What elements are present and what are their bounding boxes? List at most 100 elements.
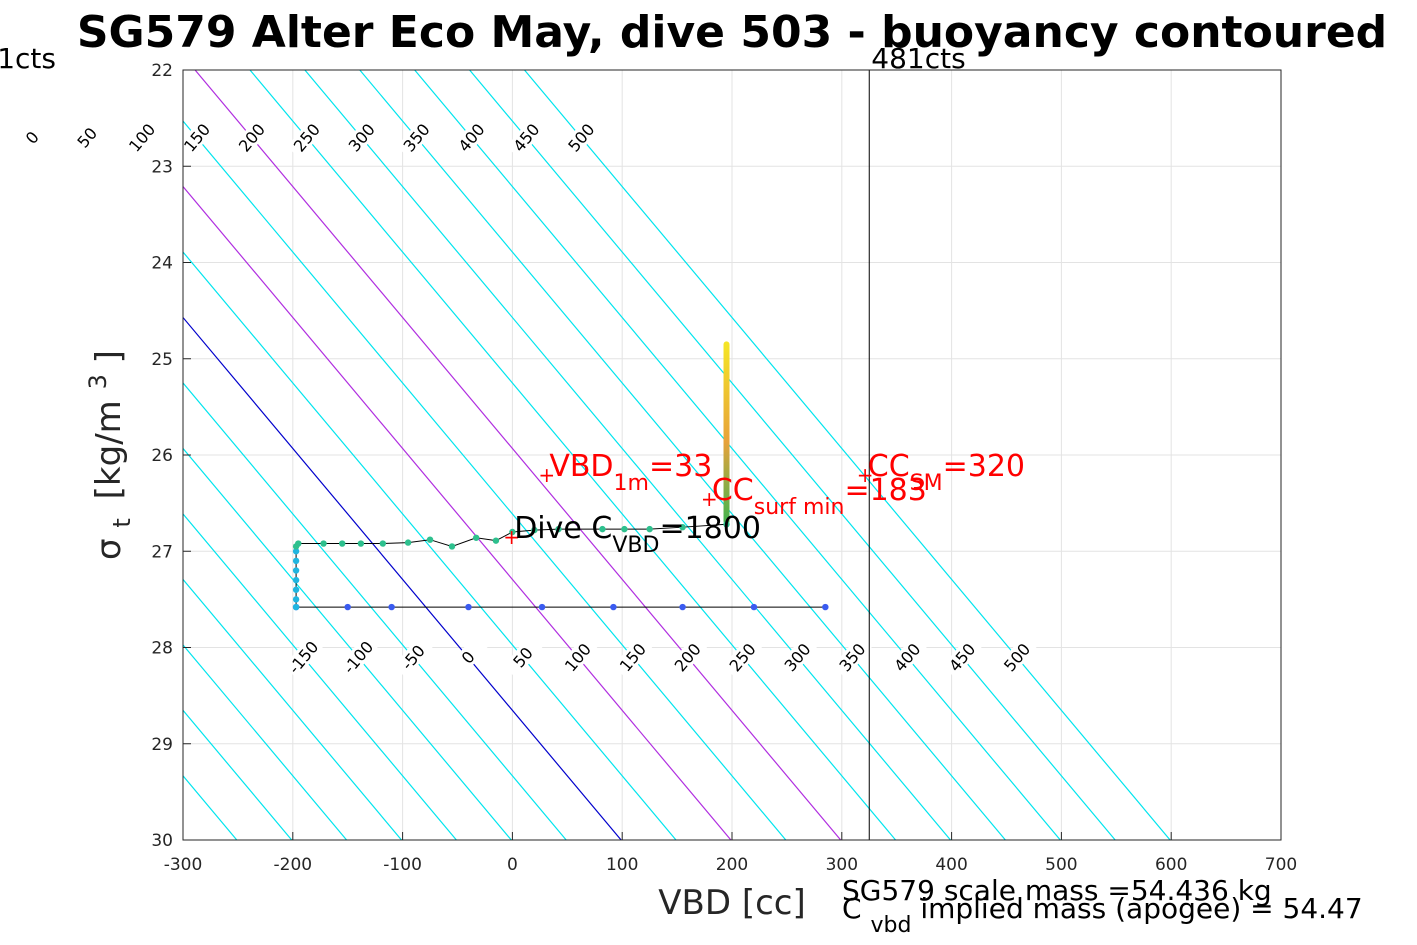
contour-label-bottom-bg [942, 636, 982, 679]
contour-line [183, 185, 732, 840]
y-tick-label: 30 [151, 831, 173, 851]
track-point-bottom-segment [292, 576, 300, 584]
cc-surf-min-text: CC [712, 473, 754, 508]
x-tick-label: 400 [935, 855, 967, 875]
y-label-sup: 3 [84, 374, 112, 389]
x-tick-label: -100 [383, 855, 422, 875]
contour-label-bottom-bg [338, 636, 378, 679]
track-point-ascent [404, 539, 412, 546]
footer-scale-mass: SG579 scale mass =54.436 kg [842, 874, 1272, 907]
contour-line [183, 643, 348, 840]
cc-sm-sub: SM [910, 471, 943, 496]
track-point-ascent [357, 540, 365, 547]
contour-line [359, 70, 1006, 840]
x-tick-label: 600 [1155, 855, 1187, 875]
dive-track [292, 341, 829, 611]
dive-cvbd-marker: + [503, 525, 520, 549]
contour-line [183, 251, 677, 840]
track-point-bottom-segment [292, 586, 300, 593]
track-point-ascent [531, 526, 538, 534]
track-point-ascent [426, 536, 434, 543]
x-axis-label: VBD [cc] [658, 883, 806, 923]
contour-label-bottom-bg [667, 636, 708, 679]
contour-line [183, 512, 457, 840]
contour-label-bottom-bg [887, 636, 927, 679]
vbd-1m-marker: + [538, 463, 555, 487]
contour-label-top-bg [396, 116, 437, 159]
contour-label-top-bg [561, 116, 601, 159]
annotations: +VBD1m=33+CCsurf min=183+CCSM=320+Dive C… [503, 449, 1025, 558]
buoyancy-contours [183, 70, 1171, 840]
x-tick-label: 0 [507, 855, 518, 875]
contour-label-bottom-bg [777, 636, 817, 679]
contour-label-bottom-bg [722, 636, 763, 679]
contour-line [524, 70, 1171, 840]
contour-line [469, 70, 1116, 840]
dive-cvbd-label: Dive CVBD=1800 [514, 511, 761, 558]
contour-label-top-bg [176, 116, 217, 159]
track-point-ascent [492, 537, 500, 544]
track-point-descent [679, 603, 686, 611]
x-tick-label: 300 [826, 855, 858, 875]
track-point-bottom-segment [292, 557, 300, 565]
track-point-descent [610, 603, 617, 611]
track-line [295, 523, 826, 608]
x-tick-label: 200 [716, 855, 748, 875]
cc-surf-min-value: =183 [844, 473, 926, 508]
track-point-ascent [320, 540, 327, 547]
x-tick-label: 100 [606, 855, 638, 875]
dive-cvbd-text: Dive C [514, 511, 612, 546]
contour-line [183, 316, 622, 840]
cc-surf-min-label: CCsurf min=183 [712, 473, 927, 520]
y-tick-label: 29 [151, 735, 173, 755]
cc-surf-min-marker: + [701, 487, 718, 511]
track-point-ascent [723, 521, 730, 528]
contour-label-top-bg [231, 116, 272, 159]
track-point-descent [388, 603, 395, 611]
vbd-1m-text: VBD [549, 449, 613, 484]
contour-label-top-bg [12, 116, 52, 159]
y-label-sigma: σ [89, 538, 129, 560]
x-tick-label: 500 [1045, 855, 1077, 875]
contour-line [304, 70, 951, 840]
contour-label-top-bg [122, 116, 162, 159]
y-tick-label: 26 [151, 446, 173, 466]
cc-surf-min-sub: surf min [754, 495, 845, 520]
track-point-bottom-segment [292, 603, 300, 611]
track-point-ascent [599, 525, 606, 533]
dive-cvbd-sub: VBD [612, 533, 659, 558]
contour-label-bottom-bg [832, 636, 872, 679]
cc-sm-text: CC [868, 449, 910, 484]
track-point-ascent [555, 525, 562, 533]
track-point-ascent [339, 540, 346, 547]
contour-label-bottom-bg [502, 636, 543, 679]
x-tick-label: 700 [1265, 855, 1297, 875]
footer-tail: implied mass (apogee) = 54.47 [920, 892, 1362, 925]
footer-c-sub: vbd [870, 913, 911, 938]
y-label-sub: t [108, 518, 136, 527]
y-tick-label: 25 [151, 350, 173, 370]
track-point-ascent [448, 543, 456, 550]
track-point-bottom-segment [292, 596, 300, 603]
track-point-ascent [472, 534, 480, 541]
y-tick-label: 24 [151, 254, 173, 274]
chart-title: SG579 Alter Eco May, dive 503 - buoyancy… [77, 7, 1387, 58]
y-label-unit: [kg/m [89, 400, 129, 499]
contour-line [183, 382, 567, 840]
count-line-label: 1cts [0, 42, 56, 75]
y-tick-label: 28 [151, 639, 173, 659]
contour-label-bottom-bg [997, 636, 1037, 679]
surface-bar [723, 341, 730, 525]
y-axis-label: σ t [kg/m 3 ] [75, 350, 139, 560]
track-point-descent [344, 603, 351, 611]
vbd-1m-label: VBD1m=33 [549, 449, 712, 496]
track-point-ascent [295, 540, 302, 547]
y-tick-label: 27 [151, 542, 173, 562]
vbd-1m-sub: 1m [614, 471, 649, 496]
contour-line [249, 70, 897, 840]
contour-label-bottom-bg [612, 636, 653, 679]
track-point-bottom-segment [292, 567, 300, 574]
track-point-descent [822, 603, 829, 611]
contour-line [183, 709, 293, 840]
